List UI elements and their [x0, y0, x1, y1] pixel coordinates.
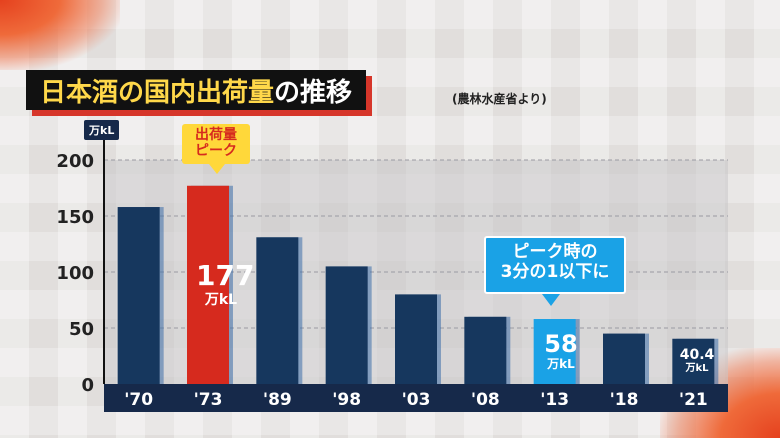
last-value-number: 40.4: [679, 347, 715, 363]
chart-title: 日本酒の国内出荷量 の推移: [26, 70, 367, 110]
x-tick-label: '13: [540, 390, 569, 410]
bar: [187, 185, 229, 384]
third-callout-line2: 3分の1以下に: [500, 261, 610, 282]
peak-callout-arrow: [209, 164, 225, 174]
peak-callout-line1: 出荷量: [195, 127, 237, 143]
x-tick-label: '70: [124, 390, 153, 410]
y-axis-unit-label: 万kL: [84, 120, 120, 140]
bar: [464, 316, 507, 384]
bar: [325, 266, 368, 384]
bar: [533, 319, 576, 384]
third-callout-arrow: [542, 294, 560, 306]
peak-value-number: 177: [196, 259, 255, 292]
bar: [395, 294, 437, 384]
x-tick-label: '89: [263, 390, 292, 410]
peak-callout-line2: ピーク: [195, 143, 237, 160]
x-tick-label: '73: [194, 390, 223, 410]
y-tick-label: 150: [56, 207, 94, 228]
bar: [672, 338, 715, 384]
last-value-unit: 万kL: [685, 363, 709, 374]
last-value-label: 40.4 万kL: [672, 348, 722, 374]
y-tick-label: 200: [56, 151, 94, 172]
chart-title-main: 日本酒の国内出荷量: [40, 77, 275, 108]
y-tick-label: 0: [81, 375, 94, 396]
third-callout-line1: ピーク時の: [512, 242, 598, 262]
bar: [603, 333, 645, 384]
x-tick-label: '08: [471, 390, 500, 410]
x-axis-strip: [104, 384, 728, 412]
x-tick-label: '21: [679, 390, 708, 410]
x-tick-label: '18: [610, 390, 639, 410]
chart-title-suffix: の推移: [274, 77, 353, 108]
highlight-value-number: 58: [544, 330, 578, 358]
corner-decoration-top-left: [0, 0, 120, 70]
x-tick-label: '03: [402, 390, 431, 410]
x-tick-label: '98: [332, 390, 361, 410]
y-tick-label: 100: [56, 263, 94, 284]
y-tick-label: 50: [69, 319, 94, 340]
highlight-value-label: 58 万kL: [536, 332, 586, 370]
bar: [256, 237, 299, 384]
chart-source: (農林水産省より): [452, 92, 547, 106]
bar: [117, 207, 160, 384]
highlight-value-unit: 万kL: [547, 357, 575, 371]
third-callout: ピーク時の 3分の1以下に: [484, 236, 626, 294]
peak-callout: 出荷量 ピーク: [182, 124, 250, 164]
peak-value-label: 177 万kL: [196, 259, 255, 308]
peak-value-unit: 万kL: [204, 292, 238, 308]
